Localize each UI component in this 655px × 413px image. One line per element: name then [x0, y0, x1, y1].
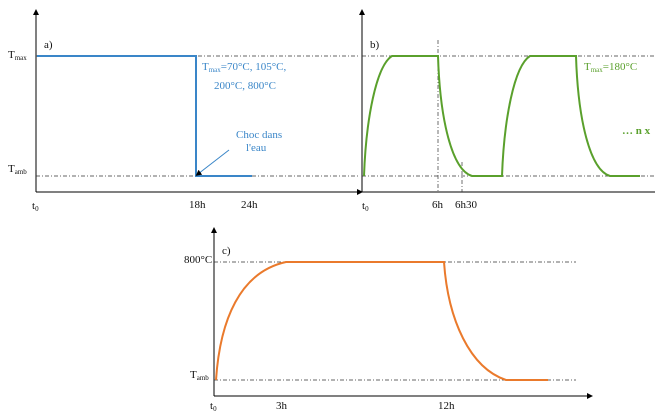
panel-c-temperature-curve [215, 261, 548, 381]
panel-b-6h-label: 6h [432, 199, 444, 211]
panel-a-tmax-annotation-line2: 200°C, 800°C [214, 80, 276, 92]
panel-c-800-label: 800°C [184, 254, 212, 266]
panel-c-12h-label: 12h [438, 400, 455, 412]
panel-b-t0-label: t0 [362, 200, 369, 213]
panel-b-continuation: … n x [622, 125, 651, 137]
panel-a-choc-line1: Choc dans [236, 129, 282, 141]
panel-a-temperature-curve [37, 55, 252, 177]
panel-b-temperature-curve [363, 55, 640, 177]
panel-b-letter: b) [370, 39, 380, 51]
panel-c-letter: c) [222, 245, 231, 257]
panel-c-t0-label: t0 [210, 400, 217, 413]
panel-b-6h30-label: 6h30 [455, 199, 478, 211]
panel-a-choc-line2: l'eau [246, 142, 267, 154]
panel-a-t0-label: t0 [32, 200, 39, 213]
panel-a: a) Tmax Tamb t0 18h 24h Tmax=70°C, 105°C… [8, 9, 363, 213]
panel-a-24h-label: 24h [241, 199, 258, 211]
panel-a-letter: a) [44, 39, 53, 51]
panel-c-tamb-label: Tamb [190, 369, 209, 382]
panel-a-choc-arrow [195, 149, 230, 176]
panel-b-tmax-annotation: Tmax=180°C [584, 61, 637, 74]
panel-c-3h-label: 3h [276, 400, 288, 412]
panel-a-tamb-label: Tamb [8, 163, 27, 176]
panel-c: c) 800°C Tamb t0 3h 12h [184, 227, 593, 413]
panel-a-tmax-label: Tmax [8, 49, 27, 62]
panel-a-18h-label: 18h [189, 199, 206, 211]
panel-a-tmax-annotation-line1: Tmax=70°C, 105°C, [202, 61, 286, 74]
panel-b: b) Tmax=180°C … n x t0 6h 6h30 [359, 9, 655, 213]
